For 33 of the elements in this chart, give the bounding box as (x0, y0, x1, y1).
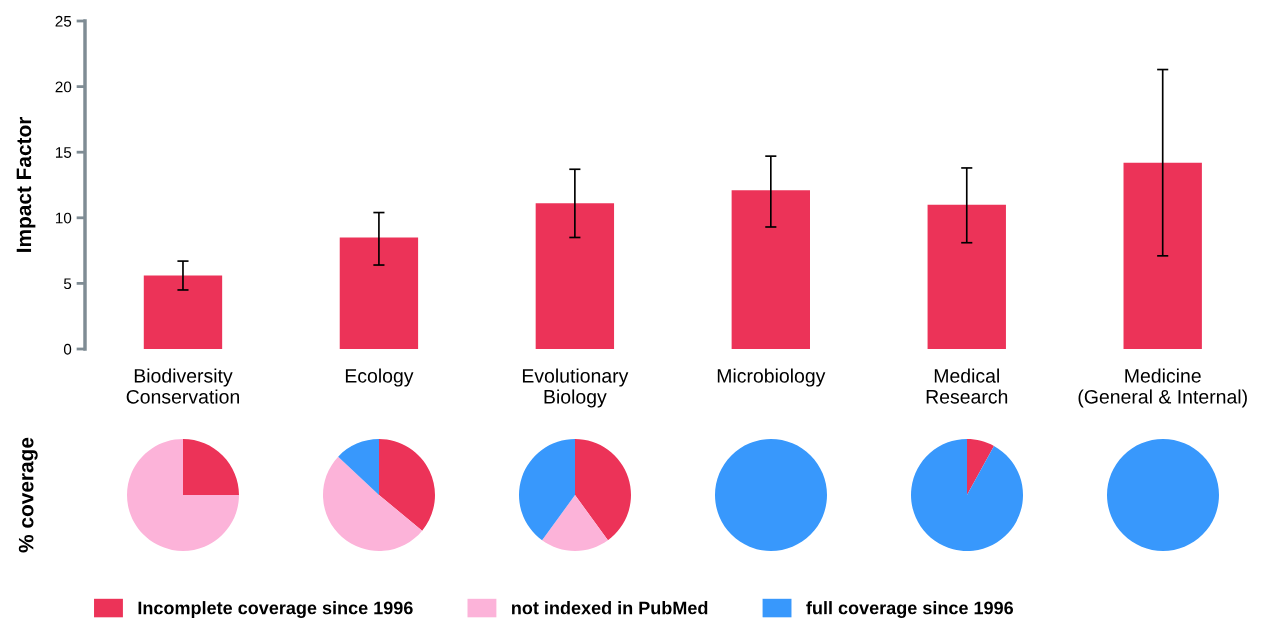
text: % coverage (18, 437, 38, 553)
pie-slice (323, 456, 423, 551)
pie-slice (911, 439, 1023, 551)
pie-slice (183, 439, 239, 495)
pie-slice (338, 439, 379, 495)
x-tick-label: Evolutionary Biology (522, 368, 629, 408)
x-tick-label: Biodiversity Conservation (126, 368, 239, 404)
pie-slice (967, 439, 994, 495)
bar (927, 204, 1006, 349)
y-tick-label: 25 (55, 15, 72, 27)
x-tick-label: Ecology (345, 368, 414, 387)
pie-slice (127, 439, 239, 551)
legend-label: not indexed in PubMed (512, 601, 708, 615)
bar (731, 190, 810, 349)
pie-slice (542, 495, 608, 551)
y-tick-label: 15 (55, 147, 72, 158)
pie-slice (575, 439, 631, 541)
x-tick-label: Medicine (General & Internal) (1078, 368, 1247, 408)
bar (1123, 162, 1202, 349)
y-tick-label: 0 (63, 343, 72, 355)
x-tick-label: Microbiology (717, 368, 826, 387)
pie-slice (519, 439, 575, 541)
pie-slice (379, 439, 435, 531)
bar (339, 237, 419, 349)
y-tick-label: 10 (55, 212, 72, 224)
bar (143, 275, 223, 349)
legend-label: Incomplete coverage since 1996 (138, 601, 413, 618)
y-tick-label: 20 (55, 81, 72, 93)
bar (535, 203, 615, 349)
legend-label: full coverage since 1996 (806, 601, 1014, 618)
y-tick-label: 5 (63, 278, 72, 290)
x-tick-label: Medical Research (926, 368, 1008, 404)
y-axis-title: Impact Factor (16, 117, 36, 252)
